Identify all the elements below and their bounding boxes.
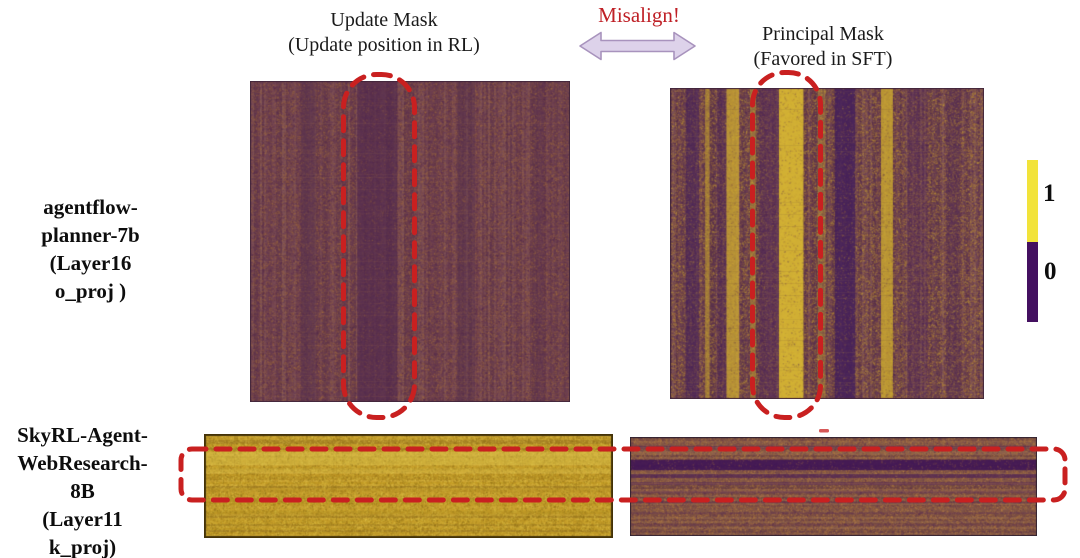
- row-label-skyrl: SkyRL-Agent- WebResearch- 8B (Layer11 k_…: [0, 421, 165, 558]
- row-label-line: o_proj ): [54, 279, 127, 303]
- row-label-line: (Layer11: [42, 507, 123, 531]
- row-label-line: agentflow-: [43, 195, 138, 219]
- update-mask-title-line1: Update Mask: [330, 9, 438, 31]
- colorbar-tick-1: 1: [1043, 180, 1056, 207]
- row-label-line: planner-7b: [41, 223, 140, 247]
- update-mask-title: Update Mask (Update position in RL): [254, 8, 514, 58]
- colorbar-tick-0: 0: [1044, 258, 1057, 285]
- principal-mask-title-line2: (Favored in SFT): [753, 48, 893, 70]
- principal-mask-heatmap-top: [670, 88, 984, 399]
- stray-dash-mark: [819, 429, 829, 433]
- principal-mask-title-line1: Principal Mask: [762, 23, 884, 45]
- row-label-line: (Layer16: [49, 251, 132, 275]
- update-mask-heatmap-bottom: [204, 434, 613, 538]
- row-label-line: 8B: [70, 479, 95, 503]
- colorbar-purple-segment: [1027, 242, 1038, 322]
- update-mask-heatmap-top: [250, 81, 570, 402]
- colorbar-yellow-segment: [1027, 160, 1038, 242]
- principal-mask-title: Principal Mask (Favored in SFT): [693, 22, 953, 72]
- update-mask-title-line2: (Update position in RL): [288, 34, 480, 56]
- misalign-label: Misalign!: [598, 3, 680, 27]
- row-label-line: WebResearch-: [17, 451, 148, 475]
- row-label-line: k_proj): [48, 535, 117, 558]
- colorbar: [1027, 160, 1038, 322]
- misalign-double-arrow: [579, 31, 696, 61]
- row-label-agentflow: agentflow- planner-7b (Layer16 o_proj ): [8, 193, 173, 305]
- principal-mask-heatmap-bottom: [630, 437, 1037, 536]
- row-label-line: SkyRL-Agent-: [17, 423, 148, 447]
